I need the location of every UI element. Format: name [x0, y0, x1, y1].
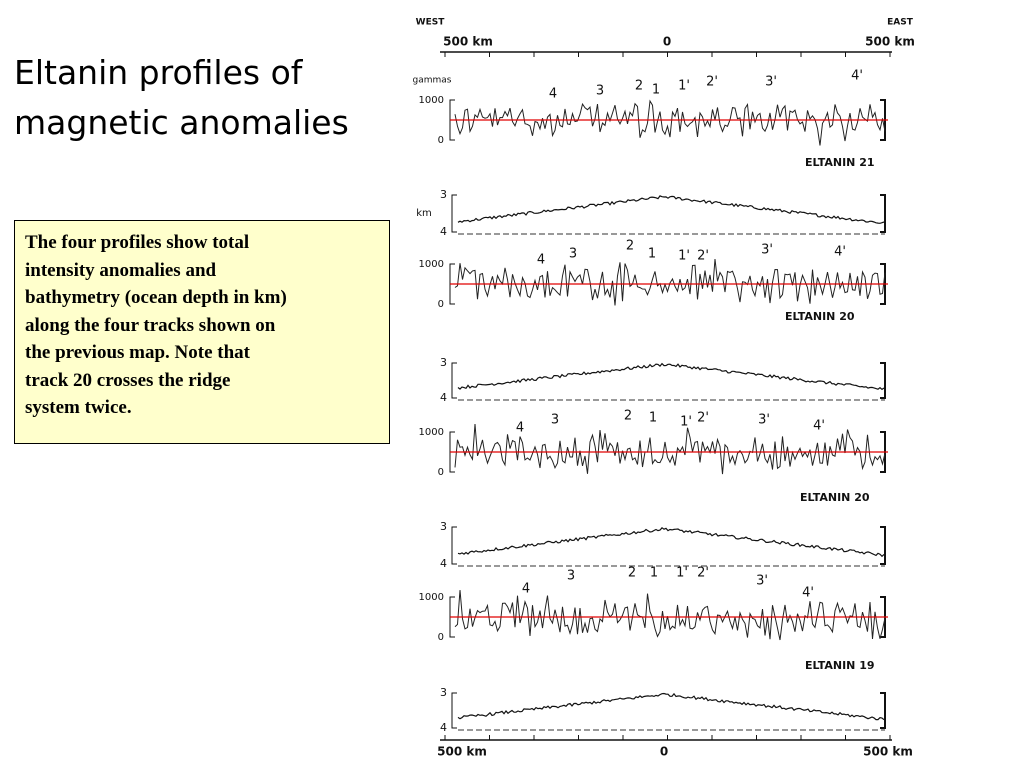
magnetic-profile [454, 258, 886, 306]
magnetic-tick-label: 0 [438, 135, 444, 146]
anomaly-label: 1 [648, 247, 656, 262]
anomaly-label: 3' [765, 75, 777, 90]
anomaly-label: 3' [761, 243, 773, 258]
profile-name: ELTANIN 20 [800, 491, 870, 504]
anomaly-label: 1 [649, 411, 657, 426]
right-bracket [880, 526, 886, 565]
depth-tick-label: 4 [440, 721, 447, 734]
magnetic-profile [454, 590, 886, 641]
anomaly-label: 2' [697, 566, 709, 581]
anomaly-label: 4' [813, 419, 825, 434]
depth-tick-label: 3 [440, 520, 447, 533]
depth-tick-label: 4 [440, 225, 447, 238]
anomaly-label: 2' [697, 249, 709, 264]
profile-name: ELTANIN 20 [785, 310, 855, 323]
slide-title: Eltanin profiles of magnetic anomalies [14, 48, 349, 148]
caption-box: The four profiles show total intensity a… [14, 220, 390, 444]
anomaly-label: 1' [676, 566, 688, 581]
depth-profile [457, 195, 885, 224]
anomaly-label: 4 [522, 582, 530, 597]
profile-name: ELTANIN 21 [805, 156, 875, 169]
anomaly-label: 4 [537, 253, 545, 268]
bottom-axis-label: 0 [660, 745, 668, 759]
anomaly-label: 3 [596, 84, 604, 99]
magnetic-tick-label: 1000 [419, 95, 444, 106]
anomaly-label: 3 [567, 569, 575, 584]
depth-profile [457, 526, 885, 558]
magnetic-tick-label: 0 [438, 632, 444, 643]
top-axis-label: 500 km [865, 35, 915, 49]
profile-name: ELTANIN 19 [805, 659, 875, 672]
anomaly-label: 1 [650, 566, 658, 581]
anomaly-label: 3 [551, 413, 559, 428]
depth-profile [457, 692, 885, 721]
anomaly-label: 2' [697, 411, 709, 426]
magnetic-unit: gammas [413, 76, 452, 86]
top-axis-label: 500 km [443, 35, 493, 49]
anomaly-label: 4 [549, 87, 557, 102]
anomaly-label: 2 [626, 239, 634, 254]
depth-tick-label: 3 [440, 356, 447, 369]
depth-bracket [451, 362, 457, 399]
depth-unit: km [416, 208, 432, 219]
anomaly-label: 2 [635, 79, 643, 94]
bottom-axis-label: 500 km [863, 745, 913, 759]
magnetic-tick-label: 1000 [419, 592, 444, 603]
magnetic-profile [454, 99, 886, 146]
anomaly-label: 2 [624, 409, 632, 424]
anomaly-label: 3' [758, 413, 770, 428]
anomaly-label: 4 [516, 421, 524, 436]
anomaly-label: 1' [680, 415, 692, 430]
depth-bracket [451, 526, 457, 565]
east-label: EAST [887, 18, 914, 28]
depth-tick-label: 3 [440, 188, 447, 201]
caption-line: the previous map. Note that [25, 342, 251, 363]
anomaly-label: 4' [851, 69, 863, 84]
anomaly-label: 1' [678, 79, 690, 94]
magnetic-profile [454, 423, 886, 475]
anomaly-label: 2 [628, 566, 636, 581]
anomaly-label: 4' [834, 245, 846, 260]
depth-bracket [451, 194, 457, 233]
depth-tick-label: 3 [440, 686, 447, 699]
caption-line: system twice. [25, 397, 132, 418]
anomaly-label: 3 [569, 247, 577, 262]
depth-tick-label: 4 [440, 391, 447, 404]
bottom-axis-label: 500 km [437, 745, 487, 759]
caption-line: intensity anomalies and [25, 259, 217, 281]
anomaly-label: 2' [706, 75, 718, 90]
magnetic-tick-label: 1000 [419, 427, 444, 438]
magnetic-tick-label: 0 [438, 299, 444, 310]
top-axis-label: 0 [663, 35, 671, 49]
depth-tick-label: 4 [440, 557, 447, 570]
west-label: WEST [416, 18, 446, 28]
caption-line: along the four tracks shown on [25, 314, 276, 336]
title-line: Eltanin profiles of [14, 53, 303, 92]
caption-line: track 20 crosses the ridge [25, 369, 231, 391]
depth-profile [457, 362, 885, 391]
anomaly-label: 1 [652, 83, 660, 98]
magnetic-tick-label: 0 [438, 467, 444, 478]
right-bracket [880, 194, 886, 233]
right-bracket [880, 692, 886, 729]
anomaly-label: 3' [756, 574, 768, 589]
caption-line: The four profiles show total [25, 232, 250, 253]
caption-line: bathymetry (ocean depth in km) [25, 287, 287, 308]
right-bracket [880, 362, 886, 399]
magnetic-tick-label: 1000 [419, 259, 444, 270]
anomaly-label: 1' [678, 249, 690, 264]
depth-bracket [451, 692, 457, 729]
anomaly-label: 4' [802, 586, 814, 601]
title-line: magnetic anomalies [14, 103, 349, 142]
